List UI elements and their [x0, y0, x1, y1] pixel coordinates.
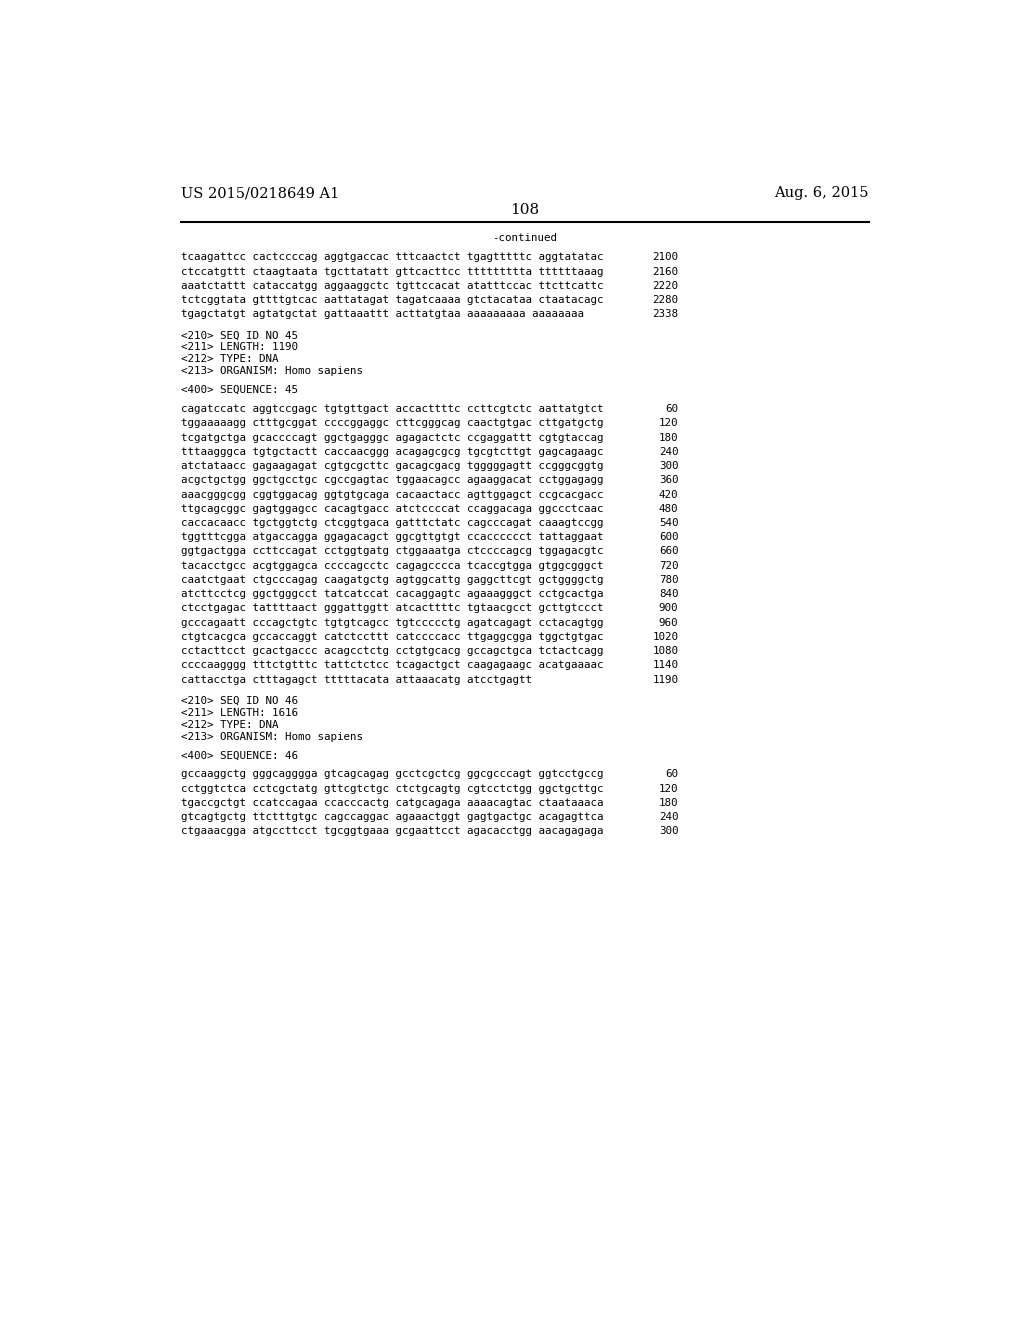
- Text: ggtgactgga ccttccagat cctggtgatg ctggaaatga ctccccagcg tggagacgtc: ggtgactgga ccttccagat cctggtgatg ctggaaa…: [180, 546, 603, 557]
- Text: atctataacc gagaagagat cgtgcgcttc gacagcgacg tgggggagtt ccgggcggtg: atctataacc gagaagagat cgtgcgcttc gacagcg…: [180, 461, 603, 471]
- Text: tttaagggca tgtgctactt caccaacggg acagagcgcg tgcgtcttgt gagcagaagc: tttaagggca tgtgctactt caccaacggg acagagc…: [180, 446, 603, 457]
- Text: tgaccgctgt ccatccagaa ccacccactg catgcagaga aaaacagtac ctaataaaca: tgaccgctgt ccatccagaa ccacccactg catgcag…: [180, 797, 603, 808]
- Text: tgagctatgt agtatgctat gattaaattt acttatgtaa aaaaaaaaa aaaaaaaa: tgagctatgt agtatgctat gattaaattt acttatg…: [180, 309, 584, 319]
- Text: tcaagattcc cactccccag aggtgaccac tttcaactct tgagtttttc aggtatatac: tcaagattcc cactccccag aggtgaccac tttcaac…: [180, 252, 603, 263]
- Text: ctgtcacgca gccaccaggt catctccttt catccccacc ttgaggcgga tggctgtgac: ctgtcacgca gccaccaggt catctccttt catcccc…: [180, 632, 603, 642]
- Text: gccaaggctg gggcagggga gtcagcagag gcctcgctcg ggcgcccagt ggtcctgccg: gccaaggctg gggcagggga gtcagcagag gcctcgc…: [180, 770, 603, 779]
- Text: 180: 180: [658, 797, 678, 808]
- Text: cattacctga ctttagagct tttttacata attaaacatg atcctgagtt: cattacctga ctttagagct tttttacata attaaac…: [180, 675, 531, 685]
- Text: <211> LENGTH: 1190: <211> LENGTH: 1190: [180, 342, 298, 352]
- Text: 420: 420: [658, 490, 678, 499]
- Text: <213> ORGANISM: Homo sapiens: <213> ORGANISM: Homo sapiens: [180, 367, 362, 376]
- Text: <400> SEQUENCE: 46: <400> SEQUENCE: 46: [180, 751, 298, 760]
- Text: tctcggtata gttttgtcac aattatagat tagatcaaaa gtctacataa ctaatacagc: tctcggtata gttttgtcac aattatagat tagatca…: [180, 296, 603, 305]
- Text: 300: 300: [658, 826, 678, 837]
- Text: 2280: 2280: [652, 296, 678, 305]
- Text: cagatccatc aggtccgagc tgtgttgact accacttttc ccttcgtctc aattatgtct: cagatccatc aggtccgagc tgtgttgact accactt…: [180, 404, 603, 414]
- Text: tcgatgctga gcaccccagt ggctgagggc agagactctc ccgaggattt cgtgtaccag: tcgatgctga gcaccccagt ggctgagggc agagact…: [180, 433, 603, 442]
- Text: 120: 120: [658, 784, 678, 793]
- Text: <400> SEQUENCE: 45: <400> SEQUENCE: 45: [180, 385, 298, 395]
- Text: <213> ORGANISM: Homo sapiens: <213> ORGANISM: Homo sapiens: [180, 731, 362, 742]
- Text: ctccatgttt ctaagtaata tgcttatatt gttcacttcc ttttttttta ttttttaaag: ctccatgttt ctaagtaata tgcttatatt gttcact…: [180, 267, 603, 277]
- Text: 1020: 1020: [652, 632, 678, 642]
- Text: 60: 60: [666, 770, 678, 779]
- Text: 480: 480: [658, 504, 678, 513]
- Text: 840: 840: [658, 589, 678, 599]
- Text: gcccagaatt cccagctgtc tgtgtcagcc tgtccccctg agatcagagt cctacagtgg: gcccagaatt cccagctgtc tgtgtcagcc tgtcccc…: [180, 618, 603, 628]
- Text: 660: 660: [658, 546, 678, 557]
- Text: 900: 900: [658, 603, 678, 614]
- Text: tacacctgcc acgtggagca ccccagcctc cagagcccca tcaccgtgga gtggcgggct: tacacctgcc acgtggagca ccccagcctc cagagcc…: [180, 561, 603, 570]
- Text: 2100: 2100: [652, 252, 678, 263]
- Text: 2160: 2160: [652, 267, 678, 277]
- Text: ccccaagggg tttctgtttc tattctctcc tcagactgct caagagaagc acatgaaaac: ccccaagggg tttctgtttc tattctctcc tcagact…: [180, 660, 603, 671]
- Text: <210> SEQ ID NO 46: <210> SEQ ID NO 46: [180, 696, 298, 706]
- Text: gtcagtgctg ttctttgtgc cagccaggac agaaactggt gagtgactgc acagagttca: gtcagtgctg ttctttgtgc cagccaggac agaaact…: [180, 812, 603, 822]
- Text: acgctgctgg ggctgcctgc cgccgagtac tggaacagcc agaaggacat cctggagagg: acgctgctgg ggctgcctgc cgccgagtac tggaaca…: [180, 475, 603, 486]
- Text: 60: 60: [666, 404, 678, 414]
- Text: 1190: 1190: [652, 675, 678, 685]
- Text: 120: 120: [658, 418, 678, 428]
- Text: aaacgggcgg cggtggacag ggtgtgcaga cacaactacc agttggagct ccgcacgacc: aaacgggcgg cggtggacag ggtgtgcaga cacaact…: [180, 490, 603, 499]
- Text: 360: 360: [658, 475, 678, 486]
- Text: -continued: -continued: [493, 234, 557, 243]
- Text: 2338: 2338: [652, 309, 678, 319]
- Text: <212> TYPE: DNA: <212> TYPE: DNA: [180, 719, 279, 730]
- Text: cctacttcct gcactgaccc acagcctctg cctgtgcacg gccagctgca tctactcagg: cctacttcct gcactgaccc acagcctctg cctgtgc…: [180, 647, 603, 656]
- Text: 600: 600: [658, 532, 678, 543]
- Text: 2220: 2220: [652, 281, 678, 290]
- Text: 240: 240: [658, 812, 678, 822]
- Text: cctggtctca cctcgctatg gttcgtctgc ctctgcagtg cgtcctctgg ggctgcttgc: cctggtctca cctcgctatg gttcgtctgc ctctgca…: [180, 784, 603, 793]
- Text: ctcctgagac tattttaact gggattggtt atcacttttc tgtaacgcct gcttgtccct: ctcctgagac tattttaact gggattggtt atcactt…: [180, 603, 603, 614]
- Text: 780: 780: [658, 576, 678, 585]
- Text: <211> LENGTH: 1616: <211> LENGTH: 1616: [180, 708, 298, 718]
- Text: <212> TYPE: DNA: <212> TYPE: DNA: [180, 354, 279, 364]
- Text: ttgcagcggc gagtggagcc cacagtgacc atctccccat ccaggacaga ggccctcaac: ttgcagcggc gagtggagcc cacagtgacc atctccc…: [180, 504, 603, 513]
- Text: 720: 720: [658, 561, 678, 570]
- Text: 180: 180: [658, 433, 678, 442]
- Text: caatctgaat ctgcccagag caagatgctg agtggcattg gaggcttcgt gctggggctg: caatctgaat ctgcccagag caagatgctg agtggca…: [180, 576, 603, 585]
- Text: aaatctattt cataccatgg aggaaggctc tgttccacat atatttccac ttcttcattc: aaatctattt cataccatgg aggaaggctc tgttcca…: [180, 281, 603, 290]
- Text: 300: 300: [658, 461, 678, 471]
- Text: 108: 108: [510, 203, 540, 216]
- Text: <210> SEQ ID NO 45: <210> SEQ ID NO 45: [180, 330, 298, 341]
- Text: 1080: 1080: [652, 647, 678, 656]
- Text: Aug. 6, 2015: Aug. 6, 2015: [774, 186, 869, 201]
- Text: atcttcctcg ggctgggcct tatcatccat cacaggagtc agaaagggct cctgcactga: atcttcctcg ggctgggcct tatcatccat cacagga…: [180, 589, 603, 599]
- Text: 240: 240: [658, 446, 678, 457]
- Text: 960: 960: [658, 618, 678, 628]
- Text: tggaaaaagg ctttgcggat ccccggaggc cttcgggcag caactgtgac cttgatgctg: tggaaaaagg ctttgcggat ccccggaggc cttcggg…: [180, 418, 603, 428]
- Text: 540: 540: [658, 517, 678, 528]
- Text: caccacaacc tgctggtctg ctcggtgaca gatttctatc cagcccagat caaagtccgg: caccacaacc tgctggtctg ctcggtgaca gatttct…: [180, 517, 603, 528]
- Text: US 2015/0218649 A1: US 2015/0218649 A1: [180, 186, 339, 201]
- Text: 1140: 1140: [652, 660, 678, 671]
- Text: tggtttcgga atgaccagga ggagacagct ggcgttgtgt ccacccccct tattaggaat: tggtttcgga atgaccagga ggagacagct ggcgttg…: [180, 532, 603, 543]
- Text: ctgaaacgga atgccttcct tgcggtgaaa gcgaattcct agacacctgg aacagagaga: ctgaaacgga atgccttcct tgcggtgaaa gcgaatt…: [180, 826, 603, 837]
